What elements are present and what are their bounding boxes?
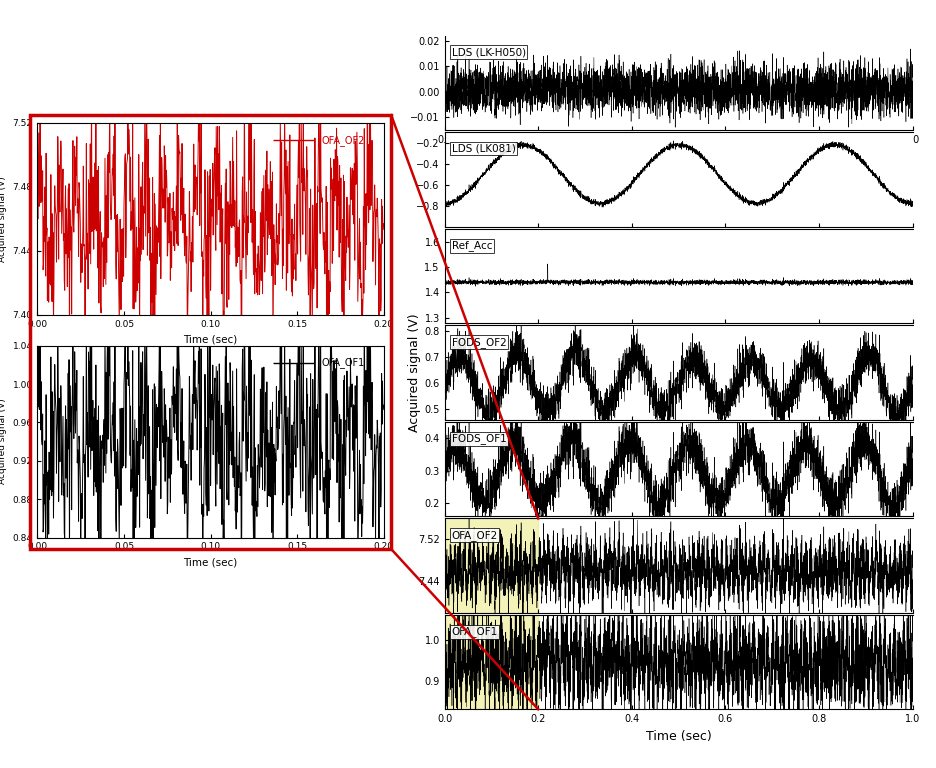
- Bar: [445, 615, 538, 710]
- Y-axis label: Acquired signal (V): Acquired signal (V): [0, 176, 7, 262]
- Text: OFA_OF2: OFA_OF2: [321, 134, 365, 146]
- Y-axis label: Acquired signal (V): Acquired signal (V): [0, 399, 7, 485]
- X-axis label: Time (sec): Time (sec): [183, 557, 238, 567]
- Text: OFA_OF1: OFA_OF1: [451, 627, 498, 637]
- Text: FODS_OF1: FODS_OF1: [451, 433, 506, 444]
- Text: Ref_Acc: Ref_Acc: [451, 240, 492, 251]
- Text: OFA_OF1: OFA_OF1: [321, 357, 365, 369]
- X-axis label: Time (sec): Time (sec): [646, 730, 711, 743]
- Text: OFA_OF2: OFA_OF2: [451, 530, 498, 541]
- Text: LDS (LK-H050): LDS (LK-H050): [451, 47, 526, 57]
- Text: Acquired signal (V): Acquired signal (V): [408, 313, 421, 432]
- Text: LDS (LK081): LDS (LK081): [451, 144, 516, 154]
- X-axis label: Time (sec): Time (sec): [183, 334, 238, 344]
- Bar: [445, 518, 538, 613]
- Text: FODS_OF2: FODS_OF2: [451, 336, 506, 348]
